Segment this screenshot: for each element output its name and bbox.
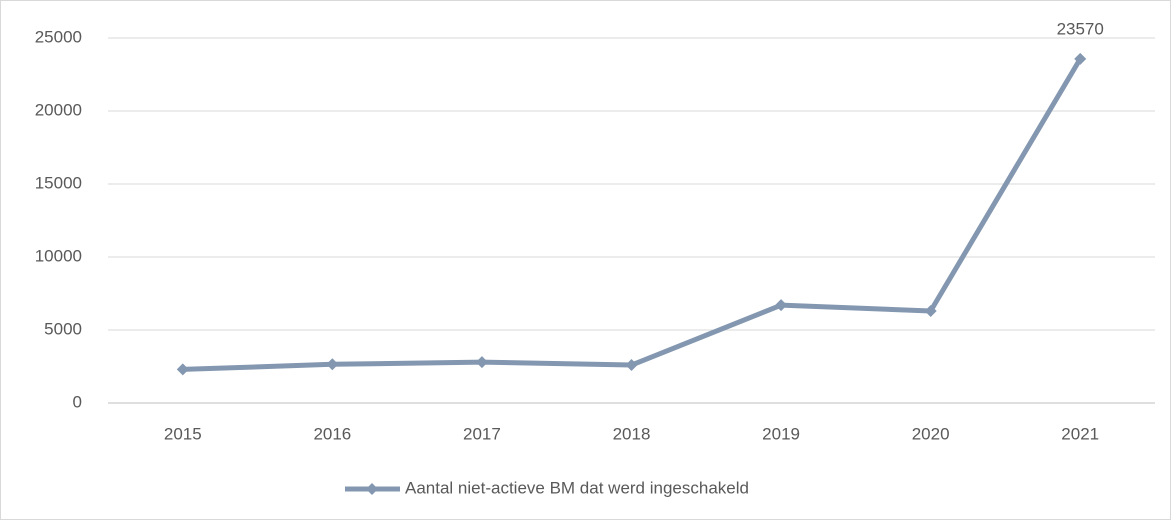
y-tick-label: 15000 xyxy=(35,173,82,192)
y-tick-label: 25000 xyxy=(35,27,82,46)
legend-label: Aantal niet-actieve BM dat werd ingescha… xyxy=(405,478,749,497)
point-marker xyxy=(775,299,788,312)
x-tick-label: 2021 xyxy=(1061,424,1099,443)
point-marker xyxy=(326,358,339,371)
x-tick-label: 2016 xyxy=(313,424,351,443)
x-tick-label: 2015 xyxy=(164,424,202,443)
y-tick-label: 10000 xyxy=(35,246,82,265)
data-label: 23570 xyxy=(1057,19,1104,38)
x-tick-label: 2017 xyxy=(463,424,501,443)
legend-marker xyxy=(366,483,378,495)
point-marker xyxy=(176,363,189,376)
point-marker xyxy=(924,305,937,318)
x-tick-label: 2019 xyxy=(762,424,800,443)
point-marker xyxy=(625,359,638,372)
x-tick-label: 2020 xyxy=(912,424,950,443)
point-marker xyxy=(1074,52,1087,65)
y-tick-label: 20000 xyxy=(35,100,82,119)
y-tick-label: 5000 xyxy=(44,319,82,338)
x-tick-label: 2018 xyxy=(613,424,651,443)
point-marker xyxy=(475,356,488,369)
y-tick-label: 0 xyxy=(73,392,82,411)
